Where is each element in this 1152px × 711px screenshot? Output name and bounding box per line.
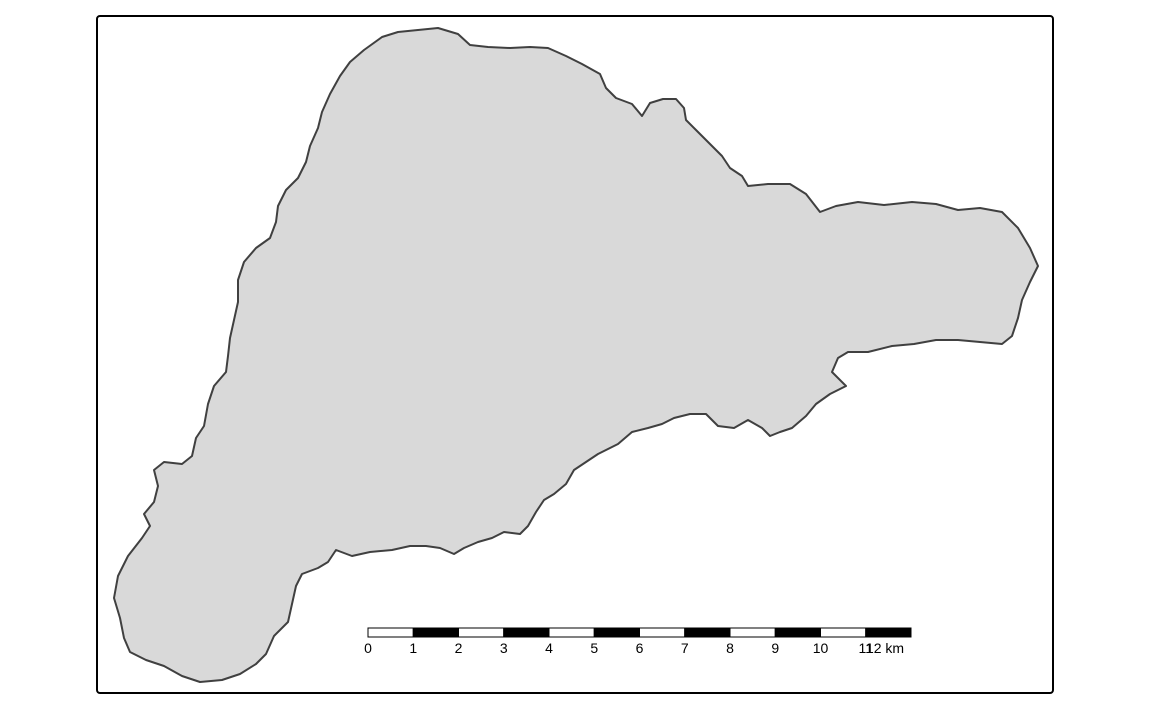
scale-bar-segment — [412, 627, 459, 638]
scale-bar-segment — [458, 627, 505, 638]
scale-bar-segment — [729, 627, 776, 638]
scale-bar-segment — [503, 627, 550, 638]
scale-bar-label: 11 — [858, 640, 873, 656]
scale-bar-label: 1 — [409, 640, 417, 656]
island-landmass — [113, 27, 1039, 683]
scale-bar-segment — [774, 627, 821, 638]
scale-bar-segment — [593, 627, 640, 638]
scale-bar-segment — [820, 627, 867, 638]
scale-bar-label: 9 — [771, 640, 779, 656]
scale-bar-label: 10 — [813, 640, 829, 656]
scale-bar-label: 6 — [636, 640, 644, 656]
scale-bar-label: 7 — [681, 640, 689, 656]
scale-bar-label: 12 km — [866, 640, 904, 656]
scale-bar-segment — [639, 627, 686, 638]
scale-bar-segment — [684, 627, 731, 638]
scale-bar-label: 8 — [726, 640, 734, 656]
map-frame — [96, 15, 1054, 694]
scale-bar-segment — [865, 627, 912, 638]
scale-bar-label: 0 — [364, 640, 372, 656]
scale-bar-segment — [367, 627, 414, 638]
scale-bar-label: 3 — [500, 640, 508, 656]
scale-bar-label: 4 — [545, 640, 553, 656]
scale-bar-label: 5 — [590, 640, 598, 656]
scale-bar-label: 2 — [455, 640, 463, 656]
scale-bar-segment — [548, 627, 595, 638]
